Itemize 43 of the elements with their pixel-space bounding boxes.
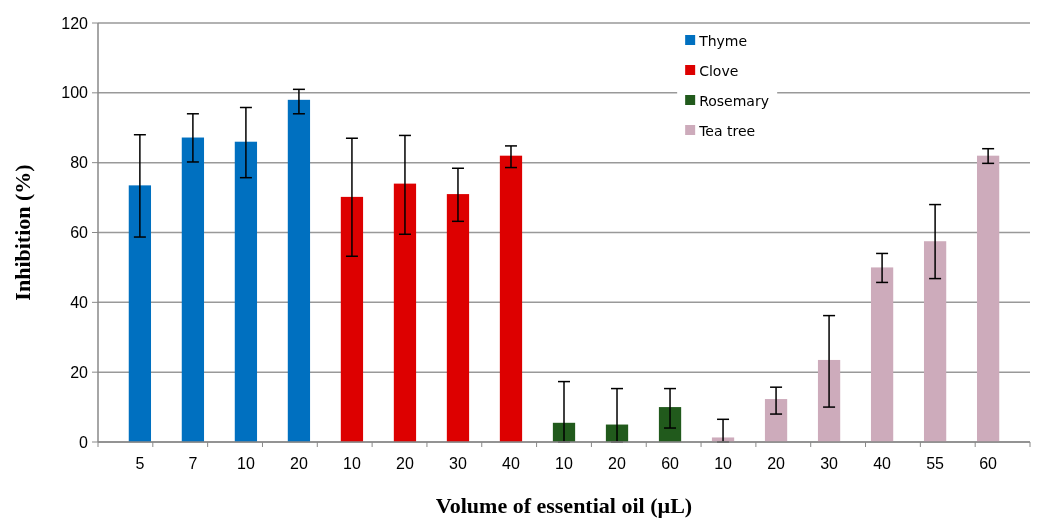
x-tick-label: 5 <box>135 455 145 472</box>
x-tick-label: 7 <box>188 455 198 472</box>
bar <box>181 137 205 442</box>
x-tick-label: 10 <box>237 455 255 472</box>
legend-label: Clove <box>699 62 739 79</box>
x-tick-label: 10 <box>555 455 573 472</box>
x-tick-label: 20 <box>608 455 627 472</box>
x-tick-label: 60 <box>979 455 998 472</box>
x-tick-label: 10 <box>714 455 733 472</box>
y-tick-label: 60 <box>70 224 89 242</box>
bar <box>287 99 311 442</box>
bar <box>764 399 788 442</box>
legend-label: Tea tree <box>698 122 756 139</box>
x-tick-label: 20 <box>290 455 308 472</box>
y-tick-label: 100 <box>61 84 89 102</box>
bar <box>976 155 1000 442</box>
y-tick-label: 120 <box>61 14 89 32</box>
y-tick-label: 20 <box>70 363 89 381</box>
bar <box>128 185 152 442</box>
x-axis-title: Volume of essential oil (µL) <box>435 493 693 518</box>
x-tick-label: 20 <box>396 455 414 472</box>
bar <box>923 241 947 442</box>
x-tick-label: 40 <box>873 455 892 472</box>
x-tick-label: 10 <box>343 455 361 472</box>
bar <box>446 194 470 442</box>
legend-label: Rosemary <box>699 92 769 109</box>
bar <box>234 141 258 442</box>
bar <box>870 267 894 442</box>
x-tick-label: 30 <box>820 455 839 472</box>
bar <box>340 196 364 442</box>
x-tick-label: 55 <box>926 455 945 472</box>
legend-label: Thyme <box>698 32 748 49</box>
y-tick-label: 0 <box>79 433 89 451</box>
bar <box>393 183 417 442</box>
x-tick-label: 30 <box>449 455 467 472</box>
y-tick-label: 80 <box>70 154 89 172</box>
x-tick-label: 60 <box>661 455 680 472</box>
bar <box>817 359 841 442</box>
x-tick-label: 40 <box>502 455 520 472</box>
x-tick-label: 20 <box>767 455 786 472</box>
y-axis-title: Inhibition (%) <box>10 164 35 301</box>
bar <box>499 155 523 442</box>
y-tick-label: 40 <box>70 293 89 311</box>
